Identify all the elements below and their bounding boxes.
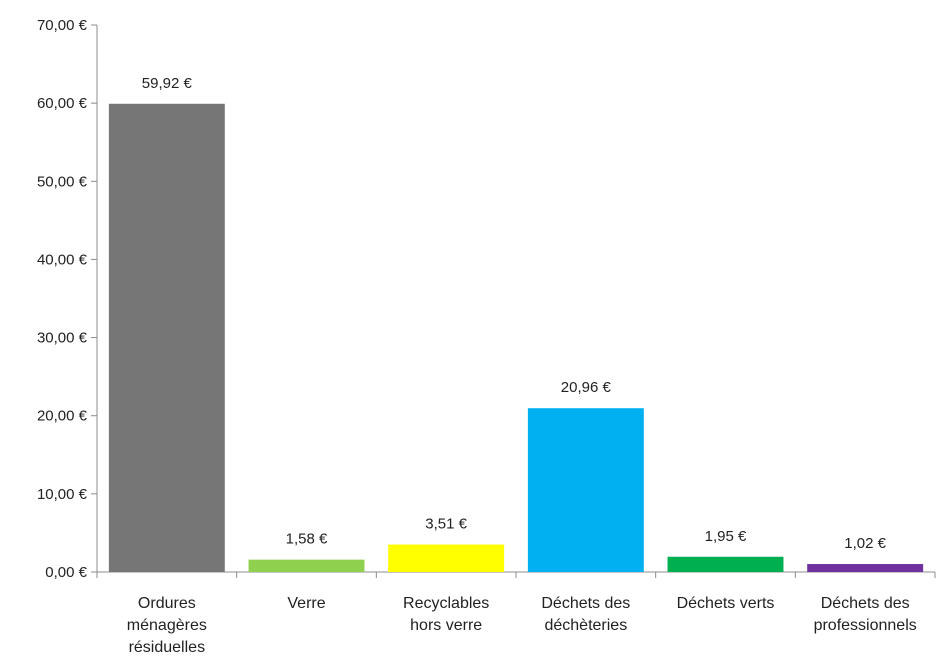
x-tick-label-line: ménagères: [127, 617, 207, 634]
y-tick-label: 70,00 €: [37, 17, 88, 34]
x-tick-label: Déchets des professionnels: [814, 595, 917, 634]
data-label: 1,58 €: [286, 531, 328, 548]
bar: [108, 103, 225, 572]
data-label: 3,51 €: [425, 516, 467, 533]
axes: [91, 24, 936, 578]
y-tick-label: 40,00 €: [37, 251, 88, 268]
x-tick-label: Déchets verts: [677, 595, 775, 612]
x-tick-label-line: Recyclables: [403, 595, 489, 612]
bar: [807, 564, 924, 572]
bars: [108, 103, 924, 572]
x-tick-label-line: déchèteries: [544, 617, 627, 634]
x-tick-label-line: Déchets verts: [677, 595, 775, 612]
bar: [388, 544, 505, 572]
y-tick-label: 50,00 €: [37, 173, 88, 190]
data-label: 1,02 €: [844, 535, 886, 552]
y-tick-label: 30,00 €: [37, 330, 88, 347]
x-tick-label: Déchets des déchèteries: [541, 595, 630, 634]
x-tick-label: Recyclables hors verre: [403, 595, 489, 634]
x-tick-label: Verre: [287, 595, 325, 612]
x-tick-label-line: hors verre: [410, 617, 482, 634]
data-label: 1,95 €: [705, 528, 747, 545]
y-tick-label: 0,00 €: [45, 564, 87, 581]
x-tick-label-line: professionnels: [814, 617, 917, 634]
x-tick-label-line: Verre: [287, 595, 325, 612]
x-tick-label-line: Déchets des: [541, 595, 630, 612]
y-tick-label: 60,00 €: [37, 95, 88, 112]
bar: [248, 559, 365, 572]
bar: [527, 408, 644, 572]
x-tick-label: Ordures ménagères résiduelles: [127, 595, 207, 656]
x-tick-label-line: Déchets des: [821, 595, 910, 612]
y-tick-label: 20,00 €: [37, 408, 88, 425]
bar: [667, 556, 784, 572]
y-tick-label: 10,00 €: [37, 486, 88, 503]
data-label: 20,96 €: [561, 379, 612, 396]
labels: 0,00 € 10,00 € 20,00 € 30,00 € 40,00 € 50,00 …: [37, 17, 917, 656]
x-tick-label-line: Ordures: [138, 595, 196, 612]
data-label: 59,92 €: [142, 75, 193, 92]
x-tick-label-line: résiduelles: [129, 639, 205, 656]
